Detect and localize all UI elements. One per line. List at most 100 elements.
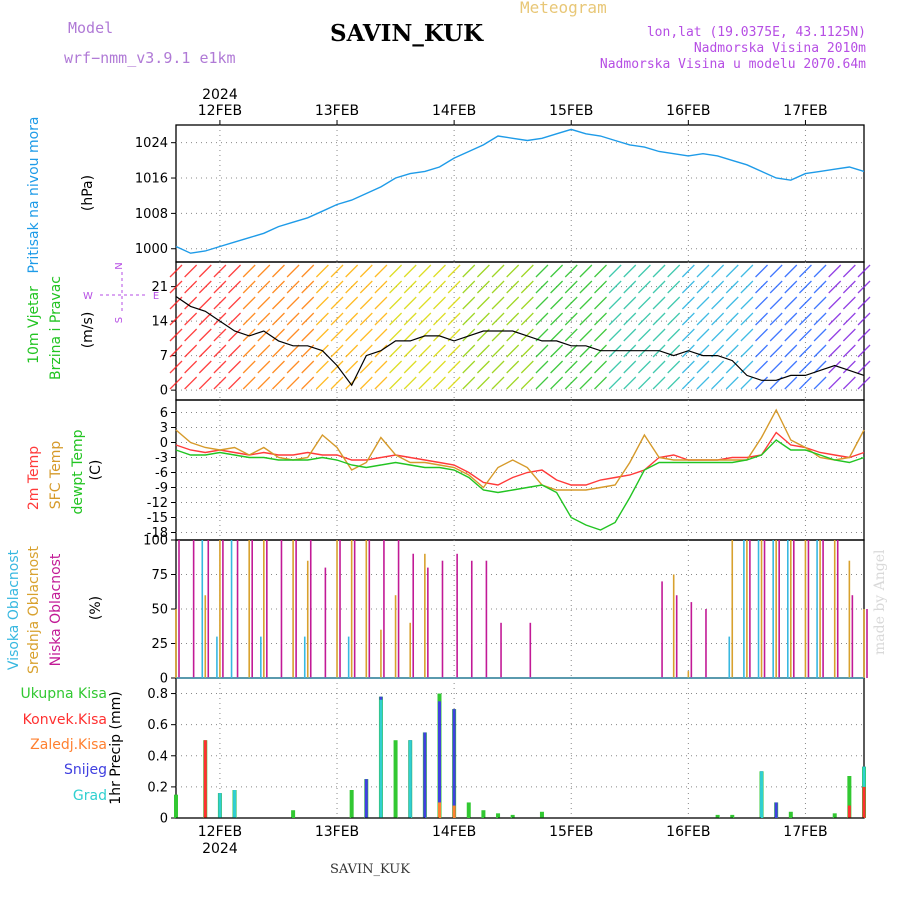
wind-barb <box>418 312 432 326</box>
wind-barb <box>184 264 198 278</box>
wind-barb <box>359 360 373 374</box>
precipitation-y-tick-label: 0.2 <box>147 780 168 795</box>
total-rain-bar <box>510 814 515 818</box>
wind-barb <box>389 264 403 278</box>
wind-barb <box>755 328 768 342</box>
wind-barb <box>725 360 739 374</box>
wind-barb <box>228 280 242 294</box>
low-cloud-axis-label: Niska Oblacnost <box>48 553 64 666</box>
temperature-y-tick-label: -9 <box>155 481 168 496</box>
wind-barb <box>315 328 329 342</box>
wind-barb <box>184 328 198 342</box>
wind-barb <box>433 296 446 310</box>
hail-bar <box>218 793 222 818</box>
wind-barb <box>228 264 242 278</box>
wind-barb <box>798 344 812 358</box>
mid-cloud-axis-label: Srednja Oblacnost <box>26 546 42 674</box>
wind-barb <box>272 344 285 358</box>
precip-axis-label: 1hr Precip (mm) <box>108 691 124 804</box>
wind-barb <box>433 376 446 390</box>
wind-barb <box>564 328 578 342</box>
total-rain-bar <box>788 811 793 818</box>
wind-barb <box>433 360 446 374</box>
wind-barb <box>374 296 388 310</box>
wind-barb <box>769 264 783 278</box>
pressure-y-tick-label: 1024 <box>135 136 168 151</box>
wind-barb <box>242 312 256 326</box>
wind-barb <box>433 280 446 294</box>
wind-barb <box>550 264 564 278</box>
precip-legend-item: Zaledj.Kisa <box>30 737 107 753</box>
total-rain-bar <box>832 813 837 818</box>
wind-barb <box>637 312 651 326</box>
model-label: Model <box>68 19 114 37</box>
wind-barb <box>389 376 403 390</box>
wind-barb <box>286 376 300 390</box>
hail-bar <box>760 771 764 818</box>
wind-barb <box>667 264 681 278</box>
wind-barb <box>433 264 446 278</box>
total-rain-bar <box>539 811 544 818</box>
wind-barb <box>403 376 417 390</box>
wind-barb <box>345 264 359 278</box>
wind-barb <box>286 296 300 310</box>
wind-barb <box>520 280 534 294</box>
wind-barb <box>842 264 856 278</box>
wind-barb <box>433 344 446 358</box>
pressure-y-tick-label: 1016 <box>135 172 168 187</box>
wind-barb <box>784 376 798 390</box>
wind-barb <box>520 296 534 310</box>
top-date-tick-label: 16FEB <box>666 103 710 119</box>
wind-barb <box>345 312 359 326</box>
total-rain-bar <box>715 814 720 818</box>
clouds-y-tick-label: 50 <box>151 603 168 618</box>
wind-barb <box>813 376 827 390</box>
bottom-date-tick-label: 12FEB <box>198 824 242 840</box>
wind-barb <box>842 344 856 358</box>
wind-barb <box>491 376 505 390</box>
wind-barb <box>462 344 476 358</box>
wind-barb <box>520 312 534 326</box>
wind-barb <box>272 360 285 374</box>
wind-barb <box>579 328 593 342</box>
wind-barb <box>798 328 812 342</box>
wind-barb <box>564 360 578 374</box>
wind-barb <box>242 264 256 278</box>
wind-barb <box>564 344 578 358</box>
coordinates-label: lon,lat (19.0375E, 43.1125N) <box>646 25 866 40</box>
clouds-y-tick-label: 25 <box>151 637 168 652</box>
wind-barb <box>418 344 432 358</box>
wind-barb <box>784 264 798 278</box>
wind-barb <box>798 264 812 278</box>
wind-barb <box>813 296 827 310</box>
wind-barb <box>696 264 710 278</box>
convective-rain-bar <box>862 786 866 818</box>
wind-barb <box>608 328 622 342</box>
precipitation-y-tick-label: 0.4 <box>147 749 168 764</box>
wind-barb <box>315 280 329 294</box>
wind-barb <box>374 376 388 390</box>
wind-barb <box>594 264 607 278</box>
wind-barb <box>198 264 212 278</box>
wind-barb <box>301 376 315 390</box>
wind-barb <box>330 312 344 326</box>
temperature-frame <box>175 399 865 541</box>
compass-east-label: E <box>153 291 159 302</box>
wind-barb <box>520 344 534 358</box>
wind-barb <box>594 312 607 326</box>
model-name: wrf−nmm_v3.9.1 e1km <box>64 49 236 67</box>
wind-barb <box>725 328 739 342</box>
wind-unit-label: (m/s) <box>80 312 96 349</box>
wind-barb <box>228 296 242 310</box>
wind-barb <box>301 360 315 374</box>
wind-barb <box>784 312 798 326</box>
wind-barb <box>550 296 564 310</box>
wind-barb <box>579 312 593 326</box>
wind-barb <box>506 280 520 294</box>
wind-barb <box>681 296 695 310</box>
wind-barb <box>681 360 695 374</box>
model-elevation-label: Nadmorska Visina u modelu 2070.64m <box>599 57 866 72</box>
wind-barb <box>491 344 505 358</box>
temp-2m-axis-label: 2m Temp <box>26 446 42 510</box>
